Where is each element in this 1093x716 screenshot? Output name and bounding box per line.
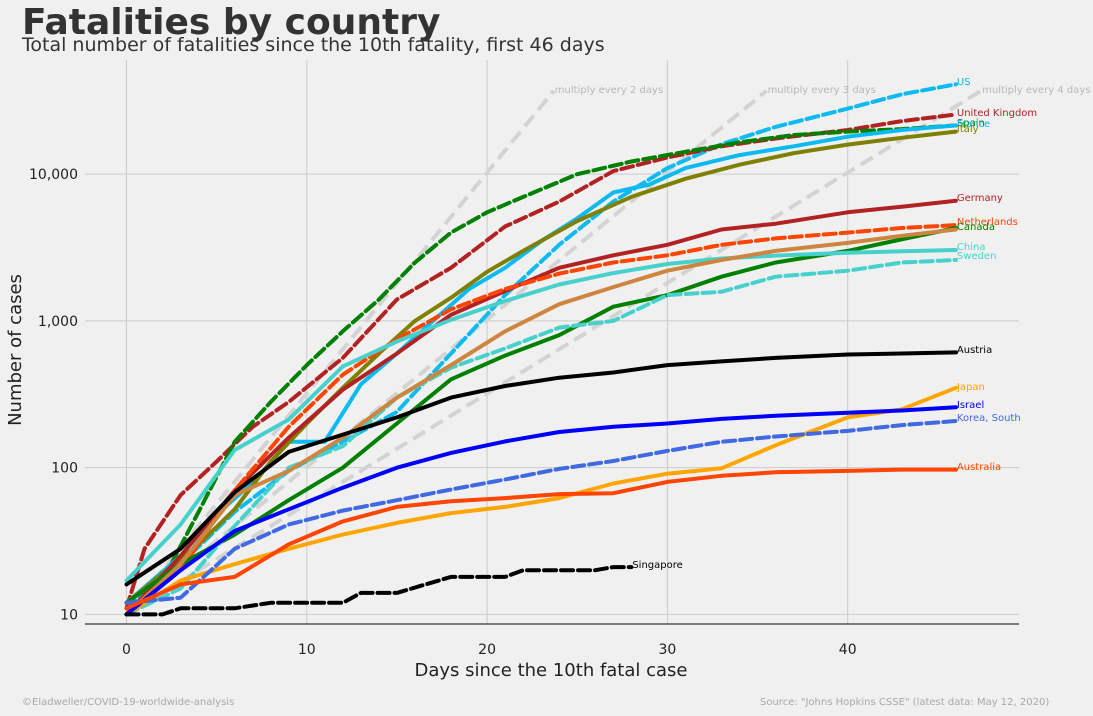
series-line	[124, 467, 958, 611]
series-label: Japan	[956, 382, 985, 393]
axes: Days since the 10th fatal case Number of…	[5, 167, 1019, 681]
y-tick-label: 1,000	[38, 314, 78, 330]
series-line	[124, 405, 958, 617]
series-line	[124, 129, 958, 605]
series-label: China	[957, 242, 986, 253]
y-tick-label: 100	[51, 461, 78, 477]
series-label: Sweden	[957, 251, 997, 262]
series-line	[124, 258, 958, 617]
x-axis-label: Days since the 10th fatal case	[414, 660, 687, 681]
series-line	[124, 565, 634, 617]
series-line	[124, 123, 958, 605]
x-tick-label: 40	[839, 642, 857, 658]
x-tick-label: 10	[298, 642, 316, 658]
series-label: US	[957, 77, 971, 88]
series-label: Israel	[957, 400, 984, 411]
y-axis-label: Number of cases	[5, 274, 26, 426]
y-tick-label: 10,000	[29, 167, 78, 183]
reference-line-label: multiply every 4 days	[982, 85, 1090, 96]
series-line	[124, 226, 958, 605]
chart-subtitle: Total number of fatalities since the 10t…	[22, 34, 605, 56]
series-line	[124, 419, 958, 605]
source-text: Source: "Johns Hopkins CSSE" (latest dat…	[760, 697, 1050, 708]
reference-line-label: multiply every 3 days	[768, 85, 876, 96]
series-line	[124, 385, 958, 617]
series-label: United Kingdom	[957, 108, 1037, 119]
series-line	[124, 248, 958, 583]
credit-text: ©Eladweller/COVID-19-worldwide-analysis	[22, 697, 235, 708]
series-label: France	[957, 119, 990, 130]
series-label: Germany	[957, 193, 1003, 204]
grid-layer	[85, 60, 1019, 624]
series-label: Korea, South	[957, 413, 1021, 424]
reference-lines: multiply every 2 days multiply every 3 da…	[124, 85, 1090, 617]
reference-line-label: multiply every 2 days	[555, 85, 663, 96]
reference-line	[124, 89, 556, 616]
series-line	[124, 227, 958, 617]
y-tick-label: 10	[60, 607, 78, 623]
x-tick-label: 20	[478, 642, 496, 658]
reference-line	[125, 89, 768, 616]
series-label: Singapore	[632, 560, 682, 571]
series-line	[124, 123, 958, 617]
chart-title: Fatalities by country	[22, 2, 441, 43]
series-line	[124, 223, 958, 617]
series-label: Netherlands	[957, 217, 1018, 228]
series-label: Australia	[957, 462, 1001, 473]
series-line	[124, 350, 958, 587]
series-label: Spain	[957, 118, 985, 129]
series-line	[124, 82, 958, 611]
series-lines	[124, 82, 958, 617]
series-label: Italy	[957, 124, 979, 135]
x-tick-label: 0	[122, 642, 131, 658]
x-tick-label: 30	[658, 642, 676, 658]
series-label: Canada	[957, 222, 995, 233]
series-label: Austria	[957, 345, 992, 356]
